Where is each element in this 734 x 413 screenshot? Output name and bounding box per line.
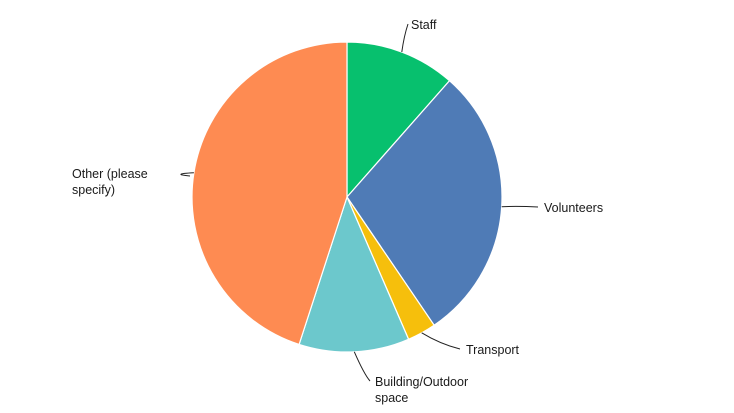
leader-line-2 (421, 332, 461, 350)
pie-slices (191, 41, 503, 353)
label-transport: Transport (466, 343, 520, 357)
leader-line-0 (401, 23, 409, 53)
label-volunteers: Volunteers (544, 201, 603, 215)
label-building-line-2: space (375, 391, 408, 405)
label-other-line-2: specify) (72, 183, 115, 197)
label-other-line-1: Other (please (72, 167, 148, 181)
leader-line-3 (353, 351, 371, 382)
leader-line-1 (501, 205, 539, 208)
label-building-line-1: Building/Outdoor (375, 375, 468, 389)
label-building-outdoor-space: Building/Outdoor space (375, 375, 472, 405)
pie-slice-building-outdoor-space (298, 195, 410, 353)
leader-line-4 (180, 172, 194, 177)
pie-slice-volunteers (346, 79, 503, 327)
pie-slice-staff (346, 41, 451, 199)
leader-lines (180, 23, 539, 382)
label-other-please-specify: Other (please specify) (72, 167, 151, 197)
pie-slice-other-please-specify (191, 41, 348, 346)
label-staff: Staff (411, 18, 437, 32)
